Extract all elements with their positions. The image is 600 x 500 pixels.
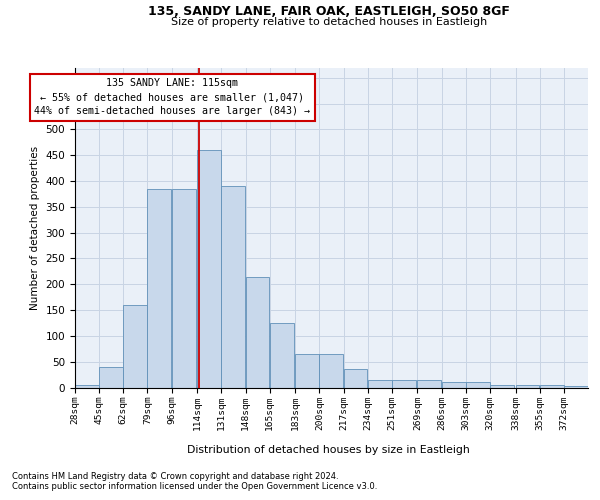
Bar [539,385,563,388]
Bar [564,386,588,388]
Bar [442,382,466,388]
Bar [319,354,343,388]
Bar [368,380,392,388]
Bar [490,385,514,388]
Bar [197,150,221,388]
Bar [269,323,293,388]
Bar [515,385,539,388]
Text: Size of property relative to detached houses in Eastleigh: Size of property relative to detached ho… [170,17,487,27]
Bar [344,370,367,388]
Text: Contains HM Land Registry data © Crown copyright and database right 2024.: Contains HM Land Registry data © Crown c… [12,472,338,481]
Bar [124,305,147,388]
Text: Distribution of detached houses by size in Eastleigh: Distribution of detached houses by size … [187,445,470,455]
Bar [172,189,196,388]
Text: Contains public sector information licensed under the Open Government Licence v3: Contains public sector information licen… [12,482,377,491]
Bar [148,189,172,388]
Bar [221,186,245,388]
Bar [466,382,490,388]
Y-axis label: Number of detached properties: Number of detached properties [30,146,40,310]
Bar [295,354,319,388]
Bar [245,276,269,388]
Text: 135 SANDY LANE: 115sqm
← 55% of detached houses are smaller (1,047)
44% of semi-: 135 SANDY LANE: 115sqm ← 55% of detached… [34,78,310,116]
Bar [99,367,123,388]
Bar [392,380,416,388]
Text: 135, SANDY LANE, FAIR OAK, EASTLEIGH, SO50 8GF: 135, SANDY LANE, FAIR OAK, EASTLEIGH, SO… [148,5,510,18]
Bar [75,385,99,388]
Bar [418,380,442,388]
